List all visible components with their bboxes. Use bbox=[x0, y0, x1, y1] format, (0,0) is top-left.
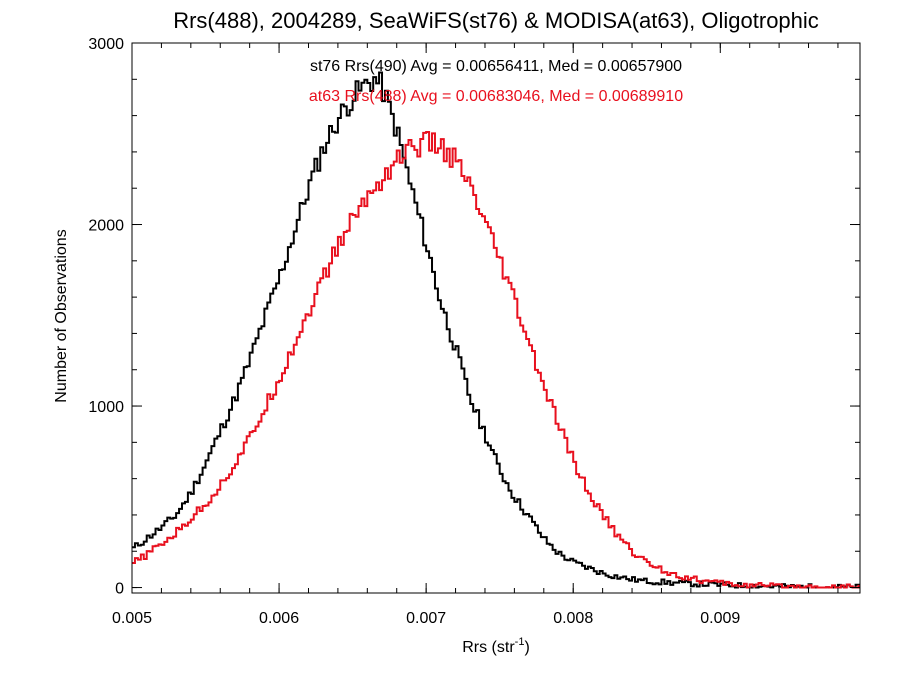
series-line-1 bbox=[132, 131, 860, 589]
x-tick-label: 0.006 bbox=[259, 610, 299, 627]
y-tick-label: 2000 bbox=[88, 218, 124, 235]
series-layer bbox=[132, 71, 860, 589]
chart-title: Rrs(488), 2004289, SeaWiFS(st76) & MODIS… bbox=[173, 8, 819, 33]
series-line-0 bbox=[132, 71, 860, 589]
x-tick-label: 0.005 bbox=[112, 610, 152, 627]
x-tick-label: 0.008 bbox=[553, 610, 593, 627]
x-axis-label: Rrs (str-1) bbox=[462, 636, 530, 656]
y-axis-label: Number of Observations bbox=[53, 229, 70, 402]
legend-label-st76: st76 Rrs(490) Avg = 0.00656411, Med = 0.… bbox=[310, 58, 682, 75]
ticks-layer: 0.005 0.006 0.007 0.008 0.009 0 1000 2000 3000 bbox=[88, 36, 860, 627]
y-tick-label: 3000 bbox=[88, 36, 124, 53]
plot-frame bbox=[131, 42, 861, 594]
legend-label-at63: at63 Rrs(488) Avg = 0.00683046, Med = 0.… bbox=[309, 88, 683, 105]
y-tick-label: 1000 bbox=[88, 399, 124, 416]
x-tick-label: 0.009 bbox=[700, 610, 740, 627]
x-tick-label: 0.007 bbox=[406, 610, 446, 627]
y-tick-label: 0 bbox=[115, 581, 124, 598]
